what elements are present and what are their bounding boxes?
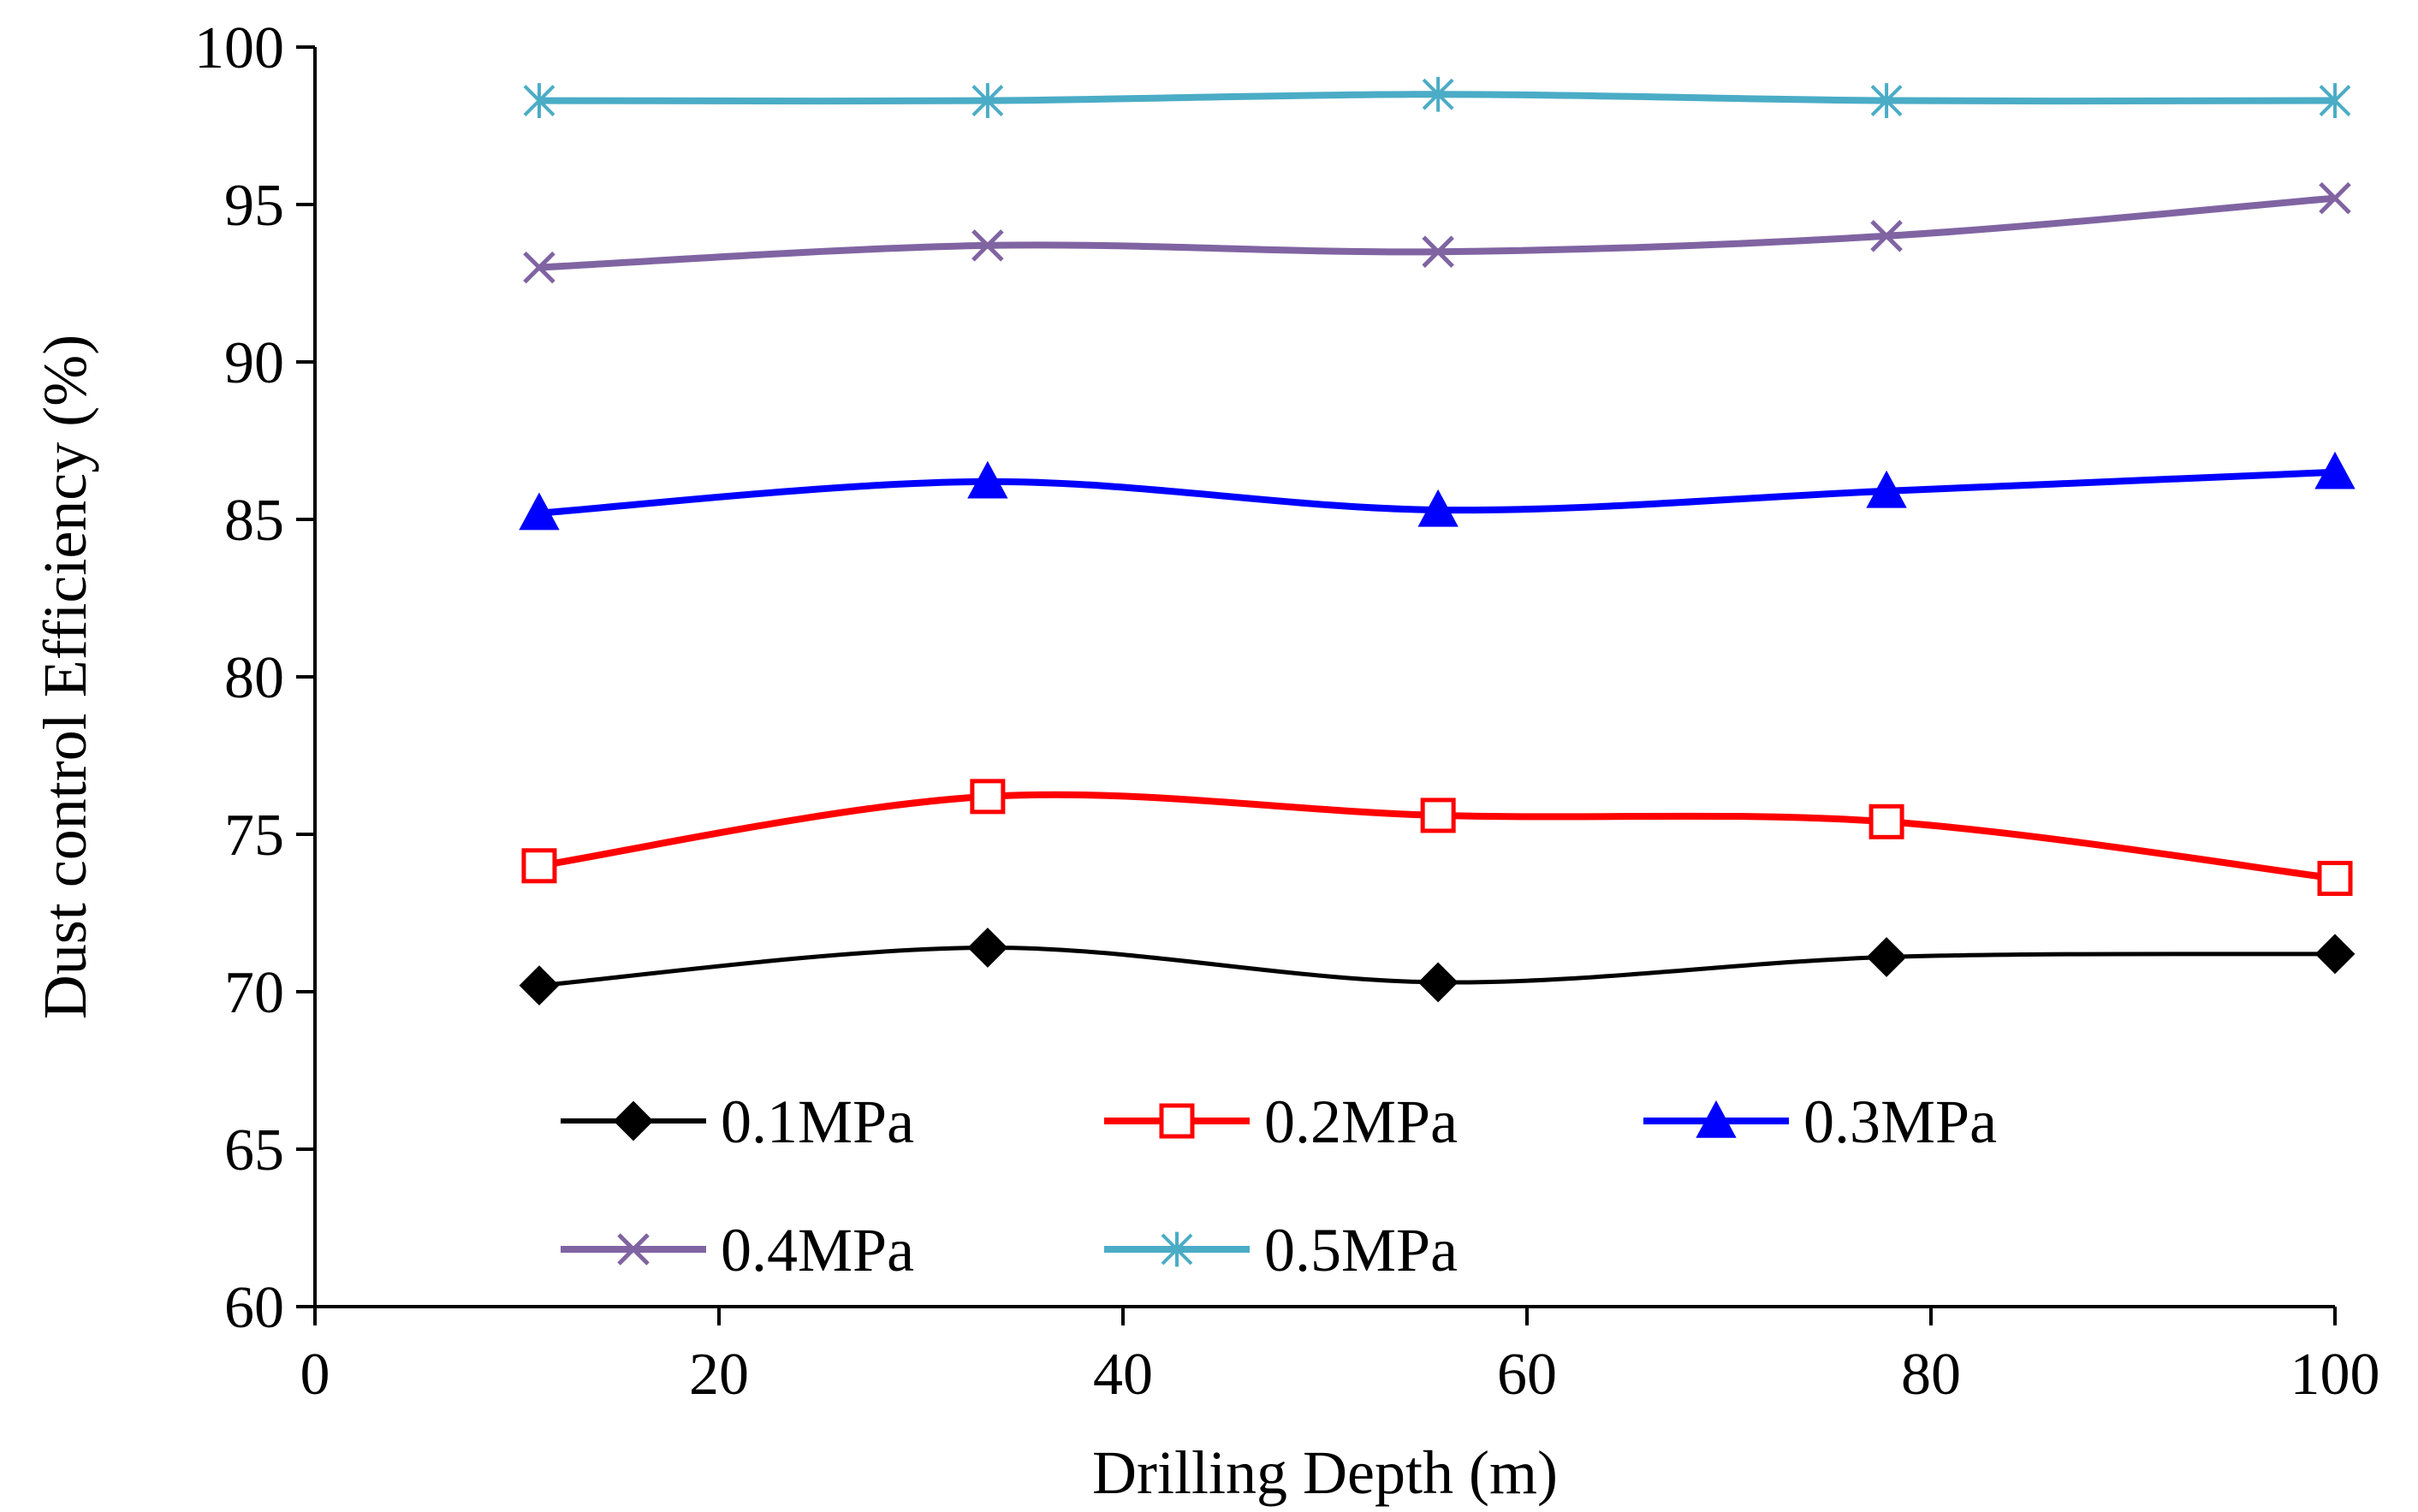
legend-label: 0.3MPa bbox=[1803, 1088, 1997, 1156]
legend-marker bbox=[613, 1100, 654, 1141]
legend-item: 0.4MPa bbox=[561, 1216, 914, 1284]
y-tick-label: 90 bbox=[224, 330, 284, 396]
data-point bbox=[1420, 798, 1456, 833]
x-axis-title: Drilling Depth (m) bbox=[1092, 1438, 1558, 1507]
data-point bbox=[2319, 83, 2351, 118]
data-point bbox=[971, 83, 1004, 118]
data-point bbox=[1870, 83, 1903, 118]
series-0.4MPa bbox=[523, 181, 2351, 284]
data-point bbox=[1417, 489, 1459, 527]
x-tick-label: 100 bbox=[2290, 1342, 2380, 1408]
data-point bbox=[519, 965, 560, 1006]
legend-label: 0.1MPa bbox=[721, 1088, 914, 1156]
legend-marker bbox=[1161, 1231, 1193, 1267]
y-tick-label: 75 bbox=[224, 803, 284, 869]
series-line bbox=[538, 194, 2336, 271]
y-tick-label: 65 bbox=[224, 1118, 284, 1183]
x-tick-label: 20 bbox=[689, 1342, 749, 1408]
data-point bbox=[971, 229, 1004, 262]
legend-label: 0.5MPa bbox=[1264, 1216, 1458, 1284]
legend-item: 0.1MPa bbox=[561, 1088, 914, 1156]
series-0.5MPa bbox=[523, 76, 2351, 118]
data-point bbox=[2314, 934, 2356, 975]
legend: 0.1MPa 0.2MPa 0.3MPa 0.4MPa 0.5MPa bbox=[561, 1088, 1997, 1284]
x-tick-label: 40 bbox=[1093, 1342, 1153, 1408]
data-point bbox=[1422, 235, 1454, 268]
series-0.3MPa bbox=[519, 451, 2356, 531]
axes: 60 65 70 75 80 85 90 95 100 0 20 40 60 80 100 bbox=[194, 15, 2380, 1408]
legend-item: 0.2MPa bbox=[1104, 1088, 1458, 1156]
data-point bbox=[519, 492, 560, 531]
legend-label: 0.2MPa bbox=[1264, 1088, 1458, 1156]
data-point bbox=[2314, 451, 2356, 489]
data-point bbox=[2319, 181, 2351, 215]
data-point bbox=[523, 251, 555, 284]
y-tick-label: 95 bbox=[224, 173, 284, 239]
legend-marker bbox=[1159, 1103, 1195, 1139]
legend-label: 0.4MPa bbox=[721, 1216, 914, 1284]
legend-marker bbox=[1696, 1100, 1737, 1138]
legend-marker bbox=[617, 1233, 650, 1266]
y-tick-label: 60 bbox=[224, 1275, 284, 1341]
data-point bbox=[1866, 470, 1907, 508]
y-tick-label: 85 bbox=[224, 488, 284, 554]
data-point bbox=[1866, 937, 1907, 977]
y-tick-label: 100 bbox=[194, 15, 284, 81]
legend-item: 0.3MPa bbox=[1643, 1088, 1997, 1156]
x-tick-label: 60 bbox=[1497, 1342, 1557, 1408]
data-point bbox=[1870, 220, 1903, 252]
data-point bbox=[967, 928, 1008, 968]
data-point bbox=[970, 779, 1006, 815]
series-0.1MPa bbox=[519, 928, 2356, 1006]
series-0.2MPa bbox=[521, 779, 2353, 897]
series-layer bbox=[519, 76, 2356, 1006]
data-point bbox=[967, 460, 1008, 499]
data-point bbox=[521, 848, 557, 884]
legend-item: 0.5MPa bbox=[1104, 1216, 1458, 1284]
data-point bbox=[1417, 962, 1459, 1003]
data-point bbox=[523, 83, 555, 118]
data-point bbox=[1868, 803, 1904, 839]
y-tick-label: 80 bbox=[224, 645, 284, 711]
y-axis-title: Dust control Efficiency (%) bbox=[31, 335, 99, 1019]
x-tick-label: 80 bbox=[1901, 1342, 1961, 1408]
x-tick-label: 0 bbox=[300, 1342, 330, 1408]
data-point bbox=[1422, 76, 1454, 112]
y-tick-label: 70 bbox=[224, 960, 284, 1026]
data-point bbox=[2317, 861, 2353, 897]
